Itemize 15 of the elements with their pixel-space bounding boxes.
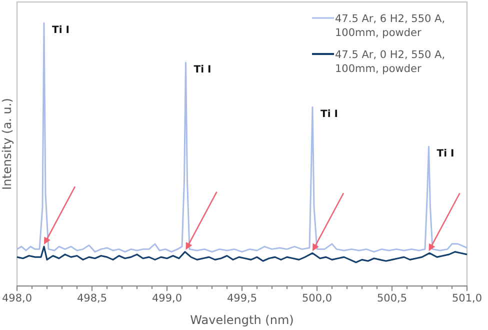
x-tick-label: 498,5 [76, 292, 108, 304]
x-tick-label: 498,0 [2, 292, 32, 304]
legend-label: 47.5 Ar, 6 H2, 550 A, 100mm, powder [335, 13, 446, 39]
annotation: Ti I [320, 109, 338, 120]
annotation: Ti I [436, 148, 454, 160]
annotation: Ti I [194, 64, 212, 76]
x-tick-label: 499,0 [152, 292, 182, 304]
legend-label: 47.5 Ar, 0 H2, 550 A, 100mm, powder [335, 49, 446, 75]
annotation: Ti I [52, 25, 70, 36]
x-tick-label: 500,5 [376, 292, 408, 304]
y-axis-title: Intensity (a. u.) [0, 98, 14, 190]
x-tick-label: 499,5 [226, 292, 258, 304]
x-tick-label: 500,0 [302, 292, 332, 304]
x-axis-title: Wavelength (nm) [190, 313, 294, 327]
x-tick-label: 501,0 [452, 292, 482, 304]
